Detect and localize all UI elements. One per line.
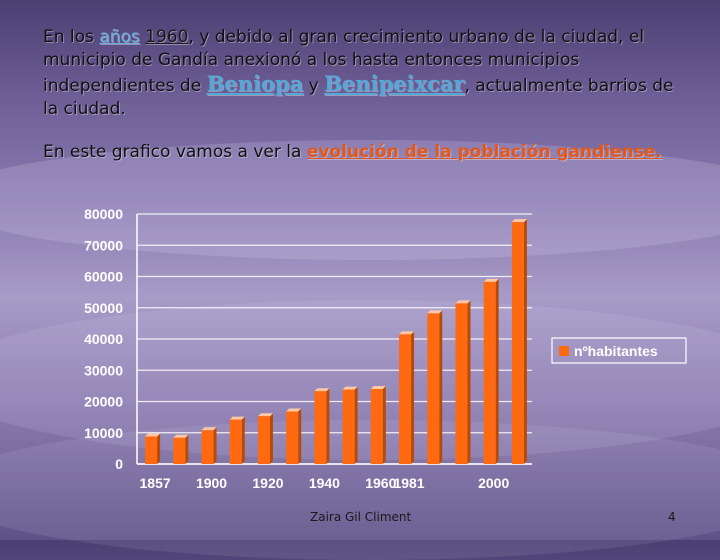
population-chart: 0 10000 20000 30000 40000 50000 60000 70000 8000…: [60, 200, 700, 500]
bar: [455, 303, 468, 464]
link-years[interactable]: años: [99, 27, 140, 47]
y-tick-label: 0: [115, 456, 123, 472]
bar-top: [314, 388, 330, 392]
bar-top: [201, 427, 217, 431]
bar: [342, 389, 355, 464]
bar: [314, 391, 327, 464]
bar: [286, 411, 299, 464]
para1-middle: , y debido al gran crecimiento urbano de…: [43, 27, 645, 96]
x-tick-label: 1981: [393, 475, 424, 491]
bar-side: [298, 408, 302, 464]
x-tick-label: 2000: [478, 475, 509, 491]
bar-side: [411, 331, 415, 464]
link-beniopa[interactable]: Beniopa: [206, 71, 304, 96]
bar-top: [145, 433, 161, 437]
x-tick-label: 1940: [309, 475, 340, 491]
bar-side: [382, 386, 386, 464]
bar-side: [439, 310, 443, 464]
slide-text: En los años 1960, y debido al gran creci…: [43, 26, 683, 164]
legend-box: [551, 337, 687, 364]
bar-top: [229, 416, 245, 420]
bar-top: [427, 310, 443, 314]
bar-top: [399, 331, 415, 335]
bar-side: [326, 388, 330, 464]
bar: [483, 281, 496, 464]
bar-top: [455, 300, 471, 304]
bar-top: [511, 219, 527, 223]
para2-intro: En este grafico vamos a ver la: [43, 142, 307, 162]
bar: [173, 437, 186, 464]
slide-number: 4: [668, 510, 676, 524]
y-tick-label: 50000: [84, 300, 123, 316]
population-bar-chart: 0 10000 20000 30000 40000 50000 60000 70000 8000…: [84, 206, 687, 491]
link-1960[interactable]: 1960: [145, 27, 189, 47]
para1-conjunction: y: [303, 76, 325, 96]
paragraph-chart-intro: En este grafico vamos a ver la evolución…: [43, 141, 683, 164]
bar-side: [354, 386, 358, 464]
paragraph-annexation: En los años 1960, y debido al gran creci…: [43, 26, 683, 121]
link-population-evolution[interactable]: evolución de la población gandiense.: [306, 142, 662, 162]
bar-side: [213, 427, 217, 464]
y-tick-label: 60000: [84, 269, 123, 285]
para1-end: , actualmente barrios de la ciudad.: [43, 76, 674, 119]
bar-side: [241, 416, 245, 464]
link-benipeixcar[interactable]: Benipeixcar: [324, 71, 465, 96]
bar-side: [185, 434, 189, 464]
bar: [145, 436, 158, 464]
x-tick-label: 1857: [140, 475, 171, 491]
bar-side: [157, 433, 161, 464]
y-tick-label: 30000: [84, 362, 123, 378]
bar: [229, 419, 242, 464]
bar-top: [286, 408, 302, 412]
legend-swatch: [559, 346, 569, 356]
para1-intro: En los: [43, 27, 100, 47]
bar: [399, 334, 412, 464]
bar: [201, 430, 214, 464]
y-tick-label: 40000: [84, 331, 123, 347]
legend-label: nºhabitantes: [574, 343, 658, 359]
bar-top: [173, 434, 189, 438]
y-tick-label: 80000: [84, 206, 123, 222]
bar-top: [483, 278, 499, 282]
x-tick-label: 1960: [365, 475, 396, 491]
bar-side: [523, 219, 527, 464]
bar-side: [467, 300, 471, 464]
bar: [511, 222, 524, 464]
bar-top: [342, 386, 358, 390]
bar-side: [495, 278, 499, 464]
bar: [370, 389, 383, 464]
bar: [427, 313, 440, 464]
y-tick-label: 20000: [84, 394, 123, 410]
footer-author: Zaira Gil Climent: [310, 510, 412, 524]
bar-top: [370, 386, 386, 389]
bar-side: [269, 413, 273, 464]
y-tick-label: 10000: [84, 425, 123, 441]
x-tick-label: 1920: [252, 475, 283, 491]
bar-top: [257, 413, 273, 417]
bar: [257, 416, 270, 464]
y-tick-label: 70000: [84, 237, 123, 253]
x-tick-label: 1900: [196, 475, 227, 491]
